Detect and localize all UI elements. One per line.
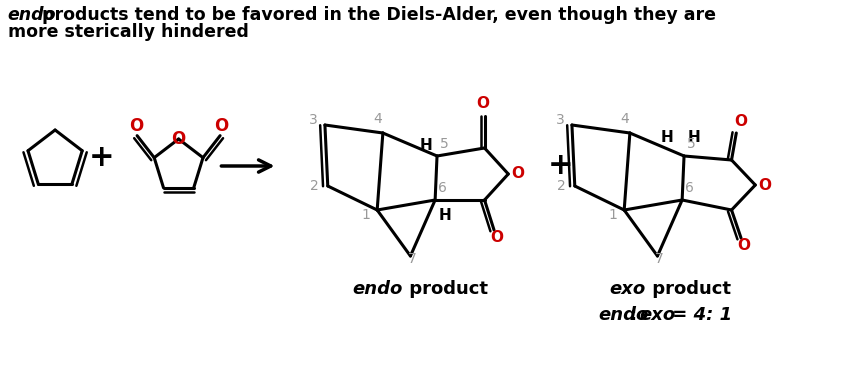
Text: 7: 7 — [655, 252, 664, 266]
Text: O: O — [171, 130, 186, 148]
Text: 6: 6 — [439, 181, 447, 195]
Text: 7: 7 — [408, 252, 417, 266]
Text: H: H — [439, 208, 451, 222]
Text: 3: 3 — [309, 113, 318, 127]
Text: exo: exo — [610, 280, 646, 298]
Text: 2: 2 — [310, 179, 319, 193]
Text: O: O — [214, 117, 228, 135]
Text: O: O — [490, 230, 503, 246]
Text: more sterically hindered: more sterically hindered — [8, 23, 249, 41]
Text: = 4: 1: = 4: 1 — [666, 306, 732, 324]
Text: :: : — [630, 306, 643, 324]
Text: H: H — [420, 139, 432, 154]
Text: O: O — [129, 117, 144, 135]
Text: O: O — [734, 114, 747, 128]
Text: endo: endo — [8, 6, 56, 24]
Text: 1: 1 — [361, 208, 370, 222]
Text: O: O — [737, 239, 751, 253]
Text: +: + — [89, 144, 114, 173]
Text: endo: endo — [353, 280, 402, 298]
Text: 6: 6 — [685, 181, 694, 195]
Text: O: O — [759, 177, 771, 192]
Text: 5: 5 — [687, 137, 696, 151]
Text: endo: endo — [599, 306, 649, 324]
Text: product: product — [402, 280, 488, 298]
Text: 4: 4 — [621, 112, 630, 126]
Text: 2: 2 — [557, 179, 566, 193]
Text: O: O — [476, 97, 489, 111]
Text: exo: exo — [639, 306, 676, 324]
Text: H: H — [660, 130, 673, 146]
Text: 5: 5 — [440, 137, 449, 151]
Text: 3: 3 — [556, 113, 565, 127]
Text: +: + — [548, 151, 574, 180]
Text: 1: 1 — [608, 208, 617, 222]
Text: H: H — [687, 130, 700, 146]
Text: 4: 4 — [374, 112, 383, 126]
Text: product: product — [646, 280, 731, 298]
Text: products tend to be favored in the Diels-Alder, even though they are: products tend to be favored in the Diels… — [36, 6, 716, 24]
Text: O: O — [512, 166, 525, 182]
